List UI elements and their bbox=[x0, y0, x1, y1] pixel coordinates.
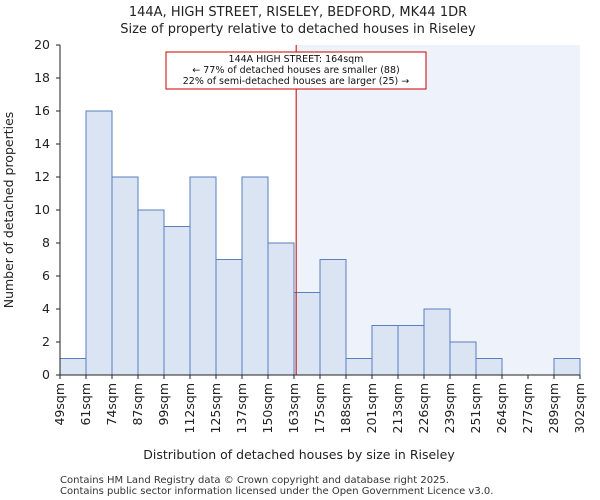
x-tick-label-226sqm: 226sqm bbox=[416, 383, 431, 433]
chart-title-line2: Size of property relative to detached ho… bbox=[120, 22, 476, 37]
annotation-line1: 144A HIGH STREET: 164sqm bbox=[229, 54, 364, 65]
bar-188sqm bbox=[345, 358, 373, 376]
bar-226sqm bbox=[423, 308, 451, 376]
x-tick-label-201sqm: 201sqm bbox=[364, 383, 379, 433]
x-tick-label-289sqm: 289sqm bbox=[546, 383, 561, 433]
y-tick-label-0: 0 bbox=[42, 367, 50, 382]
y-tick-label-10: 10 bbox=[34, 202, 50, 217]
bar-175sqm bbox=[319, 259, 347, 376]
x-tick-label-61sqm: 61sqm bbox=[78, 383, 93, 426]
y-tick-label-16: 16 bbox=[34, 103, 50, 118]
y-tick-label-4: 4 bbox=[42, 301, 50, 316]
x-tick-label-251sqm: 251sqm bbox=[468, 383, 483, 433]
bar-125sqm bbox=[215, 259, 243, 376]
bar-137sqm bbox=[241, 176, 269, 376]
bar-251sqm bbox=[475, 358, 503, 376]
y-tick-label-2: 2 bbox=[42, 334, 50, 349]
y-tick-label-6: 6 bbox=[42, 268, 50, 283]
chart-title-line1: 144A, HIGH STREET, RISELEY, BEDFORD, MK4… bbox=[129, 5, 467, 20]
x-tick-label-49sqm: 49sqm bbox=[52, 383, 67, 426]
annotation-box: 144A HIGH STREET: 164sqm ← 77% of detach… bbox=[165, 51, 427, 90]
x-tick-label-239sqm: 239sqm bbox=[442, 383, 457, 433]
bar-150sqm bbox=[267, 242, 295, 376]
x-tick-label-112sqm: 112sqm bbox=[182, 383, 197, 433]
bar-163sqm bbox=[293, 292, 321, 376]
annotation-line2: ← 77% of detached houses are smaller (88… bbox=[192, 65, 399, 76]
y-tick-label-12: 12 bbox=[34, 169, 50, 184]
x-tick-label-87sqm: 87sqm bbox=[130, 383, 145, 426]
x-tick-label-99sqm: 99sqm bbox=[156, 383, 171, 426]
x-tick-label-125sqm: 125sqm bbox=[208, 383, 223, 433]
x-tick-label-277sqm: 277sqm bbox=[520, 383, 535, 433]
bar-74sqm bbox=[111, 176, 139, 376]
annotation-frame bbox=[165, 51, 427, 90]
bar-289sqm bbox=[553, 358, 581, 376]
x-tick-label-137sqm: 137sqm bbox=[234, 383, 249, 433]
bar-87sqm bbox=[137, 209, 165, 376]
x-tick-label-150sqm: 150sqm bbox=[260, 383, 275, 433]
bar-99sqm bbox=[163, 226, 191, 376]
x-tick-label-213sqm: 213sqm bbox=[390, 383, 405, 433]
y-tick-label-14: 14 bbox=[34, 136, 50, 151]
bar-49sqm bbox=[59, 358, 87, 376]
y-axis-label: Number of detached properties bbox=[1, 112, 16, 309]
x-tick-label-264sqm: 264sqm bbox=[494, 383, 509, 433]
x-tick-label-74sqm: 74sqm bbox=[104, 383, 119, 426]
bar-201sqm bbox=[371, 325, 399, 376]
y-tick-label-20: 20 bbox=[34, 37, 50, 52]
x-tick-label-175sqm: 175sqm bbox=[312, 383, 327, 433]
x-tick-label-163sqm: 163sqm bbox=[286, 383, 301, 433]
bar-112sqm bbox=[189, 176, 217, 376]
footer-line1: Contains HM Land Registry data © Crown c… bbox=[60, 475, 449, 486]
bar-61sqm bbox=[85, 110, 113, 376]
annotation-line3: 22% of semi-detached houses are larger (… bbox=[183, 76, 410, 87]
y-tick-label-8: 8 bbox=[42, 235, 50, 250]
x-tick-label-188sqm: 188sqm bbox=[338, 383, 353, 433]
bar-239sqm bbox=[449, 341, 477, 376]
footer-line2: Contains public sector information licen… bbox=[60, 486, 493, 497]
x-axis-label: Distribution of detached houses by size … bbox=[143, 447, 455, 462]
x-tick-label-302sqm: 302sqm bbox=[572, 383, 587, 433]
bar-213sqm bbox=[397, 325, 425, 376]
y-tick-label-18: 18 bbox=[34, 70, 50, 85]
